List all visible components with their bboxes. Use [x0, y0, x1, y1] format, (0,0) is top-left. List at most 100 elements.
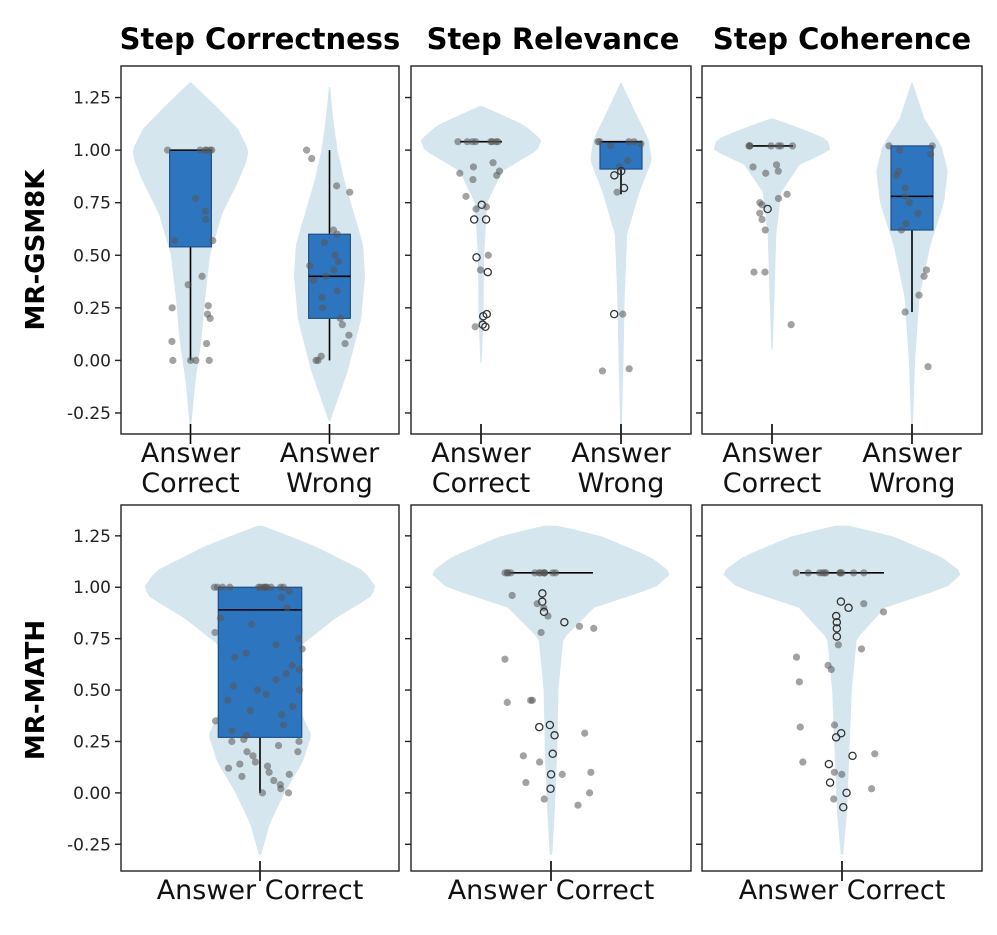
- data-point: [204, 302, 212, 310]
- category-label: Correct: [432, 468, 531, 499]
- category-label: Wrong: [578, 468, 665, 499]
- chart-panels: -0.250.000.250.500.751.001.25AnswerCorre…: [67, 65, 983, 906]
- data-point: [320, 239, 328, 247]
- y-tick-label: 1.25: [73, 527, 111, 547]
- data-point: [787, 321, 795, 329]
- data-point: [836, 728, 846, 738]
- data-point: [613, 188, 621, 196]
- data-point: [574, 801, 582, 809]
- panel-frame: [120, 504, 400, 872]
- data-point: [885, 142, 893, 150]
- y-tick-label: -0.25: [67, 404, 111, 424]
- data-point: [920, 272, 928, 280]
- data-point: [476, 266, 485, 274]
- data-point: [575, 622, 584, 630]
- data-point: [202, 215, 210, 224]
- data-point: [922, 266, 931, 274]
- data-point: [487, 138, 495, 146]
- data-point: [590, 624, 598, 632]
- data-point: [774, 167, 782, 175]
- row-label-mr-gsm8k: MR-GSM8K: [21, 169, 51, 331]
- panel-0: -0.250.000.250.500.751.001.25AnswerCorre…: [67, 65, 400, 499]
- data-point: [192, 356, 200, 364]
- data-point: [822, 569, 830, 577]
- data-point: [824, 759, 834, 769]
- data-point: [314, 356, 322, 364]
- data-point: [331, 251, 339, 259]
- category-label: Answer: [571, 438, 671, 469]
- data-point: [902, 220, 910, 228]
- row-label-mr-math: MR-MATH: [21, 620, 51, 760]
- data-point: [879, 608, 888, 616]
- data-point: [277, 593, 286, 602]
- data-point: [229, 682, 237, 690]
- data-point: [816, 569, 824, 577]
- data-point: [468, 138, 477, 146]
- data-point: [228, 737, 236, 746]
- data-point: [914, 209, 922, 217]
- data-point: [211, 628, 219, 637]
- data-point: [503, 698, 511, 706]
- data-point: [285, 770, 293, 778]
- data-point: [333, 182, 341, 190]
- data-point: [630, 138, 638, 146]
- column-title-step-coherence: Step Coherence: [713, 22, 971, 56]
- data-point: [284, 789, 293, 797]
- data-point: [334, 257, 342, 266]
- violin-body: [432, 525, 670, 855]
- y-tick-label: 0.00: [73, 784, 111, 804]
- data-point: [330, 266, 338, 274]
- data-point: [901, 308, 909, 316]
- box: [890, 145, 934, 231]
- data-point: [481, 322, 490, 332]
- data-point: [539, 607, 549, 617]
- data-point: [545, 720, 555, 730]
- data-point: [615, 163, 623, 171]
- data-point: [319, 304, 327, 312]
- data-point: [308, 154, 316, 163]
- data-point: [535, 722, 544, 732]
- data-point: [196, 146, 204, 154]
- data-point: [469, 163, 478, 171]
- data-point: [616, 166, 626, 176]
- column-title-step-relevance: Step Relevance: [427, 22, 680, 56]
- data-point: [471, 323, 479, 331]
- data-point: [558, 770, 566, 778]
- data-point: [272, 676, 280, 684]
- y-tick-label: 0.75: [73, 194, 111, 214]
- data-point: [838, 770, 846, 778]
- data-point: [192, 194, 200, 203]
- data-point: [338, 321, 346, 329]
- data-point: [857, 645, 866, 653]
- data-point: [750, 268, 758, 276]
- data-point: [306, 262, 314, 270]
- data-point: [318, 293, 326, 301]
- data-point: [242, 649, 250, 657]
- data-point: [901, 184, 909, 192]
- data-point: [238, 772, 246, 781]
- data-point: [624, 157, 632, 165]
- data-point: [277, 583, 285, 591]
- data-point: [746, 142, 754, 150]
- data-point: [927, 150, 935, 158]
- data-point: [168, 337, 176, 346]
- data-point: [867, 785, 876, 793]
- data-point: [581, 729, 589, 737]
- data-point: [792, 653, 801, 661]
- data-point: [163, 146, 172, 154]
- category-label: Answer Correct: [157, 875, 364, 906]
- data-point: [240, 735, 248, 744]
- category-label: Answer: [141, 438, 241, 469]
- data-point: [860, 600, 868, 608]
- data-point: [625, 138, 633, 146]
- data-point: [795, 678, 803, 686]
- panel-4: Answer Correct: [405, 504, 692, 906]
- data-point: [469, 175, 477, 184]
- data-point: [607, 142, 615, 150]
- data-point: [546, 770, 556, 779]
- y-tick-label: 0.75: [73, 630, 111, 650]
- data-point: [792, 569, 800, 577]
- data-point: [832, 617, 842, 627]
